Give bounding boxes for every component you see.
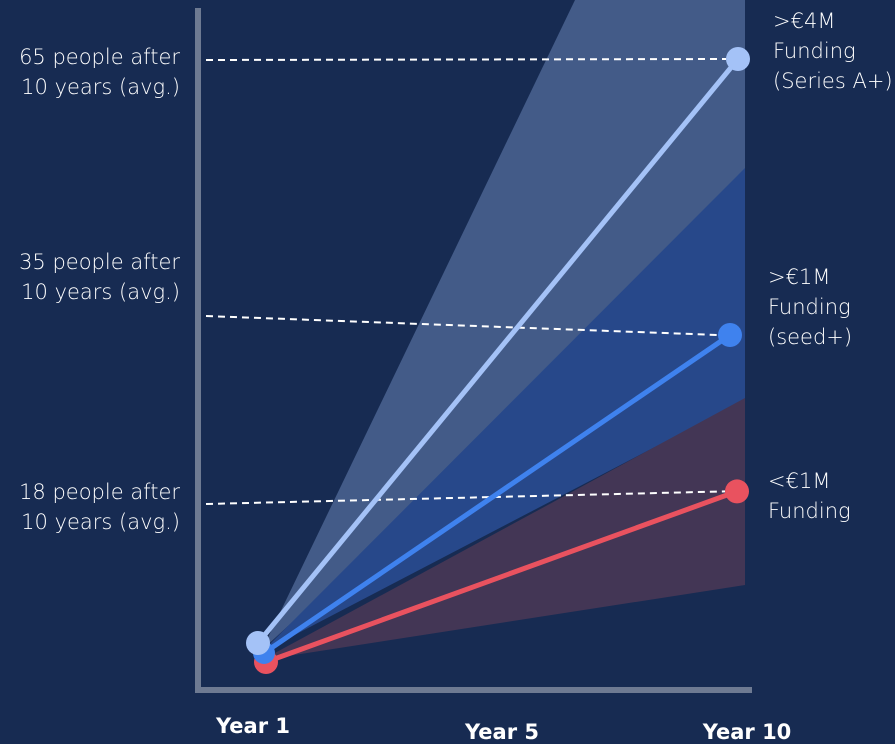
- annotation-18-people: 18 people after 10 years (avg.): [19, 480, 180, 534]
- point-series-a-start: [246, 631, 270, 655]
- x-tick-year-5: Year 5: [465, 720, 539, 744]
- series-lines: [256, 57, 740, 665]
- point-under-1m-end: [725, 479, 749, 504]
- band-seed: [262, 168, 745, 652]
- guide-line-35: [205, 315, 719, 336]
- point-seed-end: [718, 323, 742, 347]
- legend-series-a: >€4M Funding (Series A+): [773, 9, 893, 93]
- guide-lines: [205, 58, 727, 505]
- confidence-bands: [262, 0, 745, 660]
- x-tick-year-1: Year 1: [216, 714, 290, 738]
- guide-line-65: [205, 58, 727, 61]
- point-series-a-end: [726, 47, 750, 71]
- annotation-35-people: 35 people after 10 years (avg.): [19, 250, 180, 304]
- guide-line-18: [205, 490, 726, 505]
- axes: [195, 8, 752, 693]
- series-points: [246, 47, 750, 674]
- band-under-1m: [262, 398, 745, 660]
- x-tick-year-10: Year 10: [702, 720, 792, 744]
- annotation-65-people: 65 people after 10 years (avg.): [19, 45, 180, 99]
- legend-under-1m: <€1M Funding: [768, 469, 851, 523]
- line-series-a: [256, 57, 740, 645]
- legend-seed: >€1M Funding (seed+): [768, 265, 853, 349]
- line-seed: [262, 332, 732, 656]
- line-under-1m: [265, 489, 738, 665]
